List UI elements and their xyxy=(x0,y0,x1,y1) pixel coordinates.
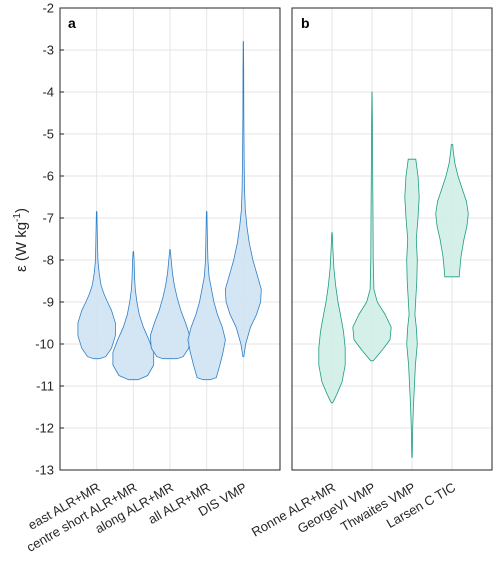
y-tick-label: -3 xyxy=(42,43,54,58)
violin-larsen-c-tic xyxy=(435,144,469,278)
y-tick-label: -10 xyxy=(35,337,54,352)
violin-east-alr-mr xyxy=(77,211,116,360)
violin-dis-vmp xyxy=(224,41,262,357)
y-axis-title-sup: -1 xyxy=(12,213,23,222)
panel-a-violins xyxy=(77,41,262,381)
violin-georgevi-vmp xyxy=(352,91,392,362)
y-tick-label: -4 xyxy=(42,85,54,100)
violin-ronne-alr-mr xyxy=(318,232,346,404)
y-tick-label: -5 xyxy=(42,127,54,142)
y-axis-ticks: -2 -3 -4 -5 -6 -7 -8 -9 -10 -11 -12 -13 xyxy=(35,1,64,478)
y-axis-title-main: ε (W kg xyxy=(13,222,30,272)
y-tick-label: -7 xyxy=(42,211,54,226)
y-tick-label: -11 xyxy=(36,379,54,394)
panel-a: a -2 -3 -4 -5 -6 -7 -8 -9 -10 -11 -12 -13 east ALR+… xyxy=(24,1,281,555)
violin-all-alr-mr xyxy=(187,211,226,381)
panel-b-frame xyxy=(291,7,493,471)
panel-b-label: b xyxy=(301,15,310,31)
y-tick-label: -6 xyxy=(42,169,54,184)
violin-centre-short-alr-mr xyxy=(112,251,155,381)
y-axis-title: ε (W kg-1) xyxy=(12,208,30,272)
y-tick-label: -2 xyxy=(42,1,54,16)
violin-along-alr-mr xyxy=(149,249,191,360)
panel-a-frame xyxy=(59,7,281,471)
y-tick-label: -13 xyxy=(35,463,54,478)
y-axis-title-close: ) xyxy=(13,208,30,213)
violin-thwaites-vmp xyxy=(404,158,420,458)
y-tick-label: -9 xyxy=(42,295,54,310)
panel-a-label: a xyxy=(68,15,76,31)
y-tick-label: -8 xyxy=(42,253,54,268)
y-tick-label: -12 xyxy=(35,421,54,436)
panel-b-violins xyxy=(318,91,469,458)
